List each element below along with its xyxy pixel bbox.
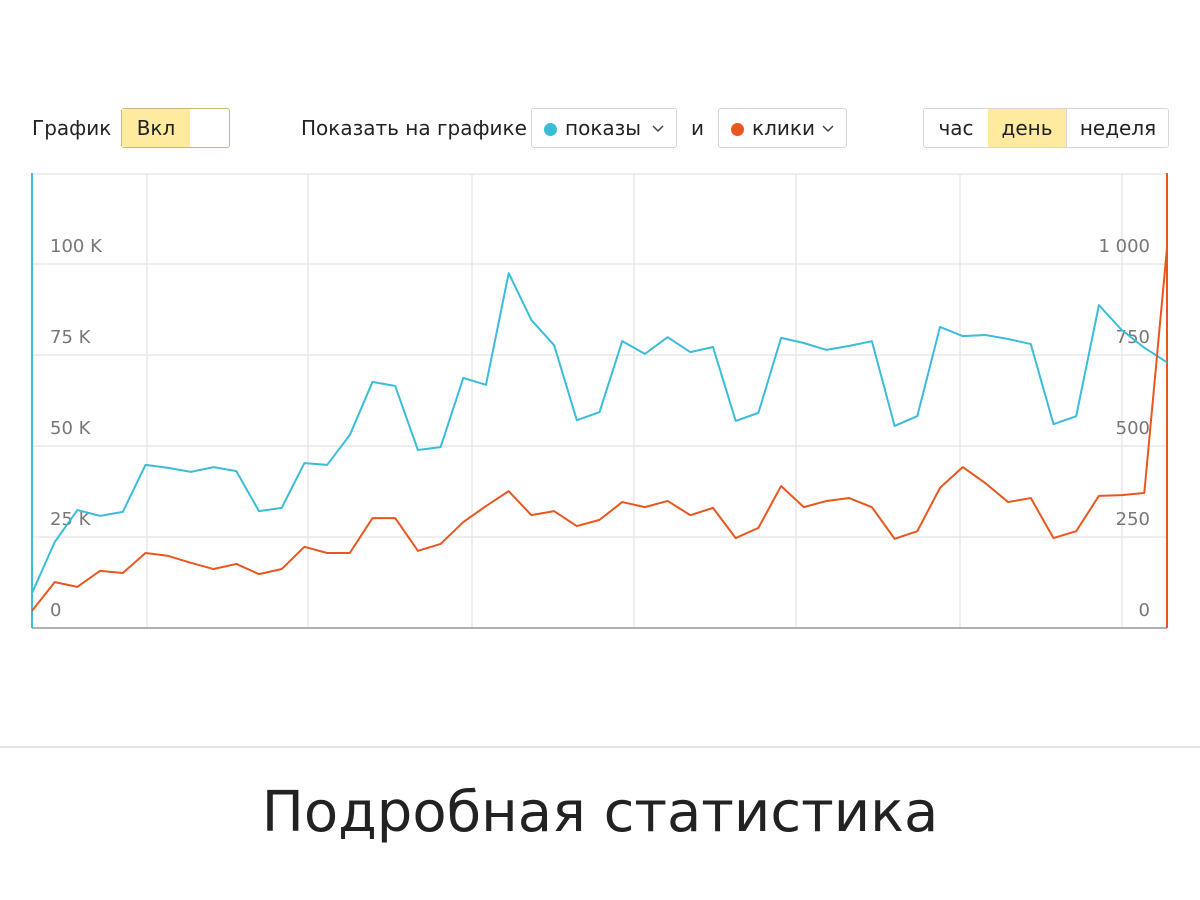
toggle-on: Вкл [122,109,190,147]
period-day[interactable]: день [988,109,1066,147]
period-switch: час день неделя [923,108,1169,148]
legend-dot [544,123,557,136]
chevron [822,125,834,133]
vertical-grid [146,174,1123,628]
chevron [652,125,664,133]
legend-label: клики [752,116,815,140]
y2-tick-label: 500 [1116,418,1150,439]
legend-dot [731,123,744,136]
y2-tick-label: 0 [1139,600,1150,621]
y-tick-label: 75 K [50,327,92,348]
show-label: Показать на графике [301,116,527,140]
dropdown-clicks[interactable]: клики [718,108,847,148]
and-label: и [691,116,704,140]
y2-tick-label: 1 000 [1098,236,1150,257]
period-week[interactable]: неделя [1066,109,1169,147]
footer-title: Подробная статистика [261,780,939,845]
legend-label: показы [565,116,642,140]
separator [0,746,1200,748]
series-line [31,272,1168,594]
y2-tick-label: 250 [1116,509,1150,530]
y-tick-label: 100 K [50,236,103,257]
y-tick-label: 50 K [50,418,92,439]
toggle[interactable]: Вкл [121,108,230,148]
y-tick-label: 0 [50,600,61,621]
graph-label: График [32,116,112,140]
series-line [31,247,1168,612]
dropdown-views[interactable]: показы [531,108,677,148]
